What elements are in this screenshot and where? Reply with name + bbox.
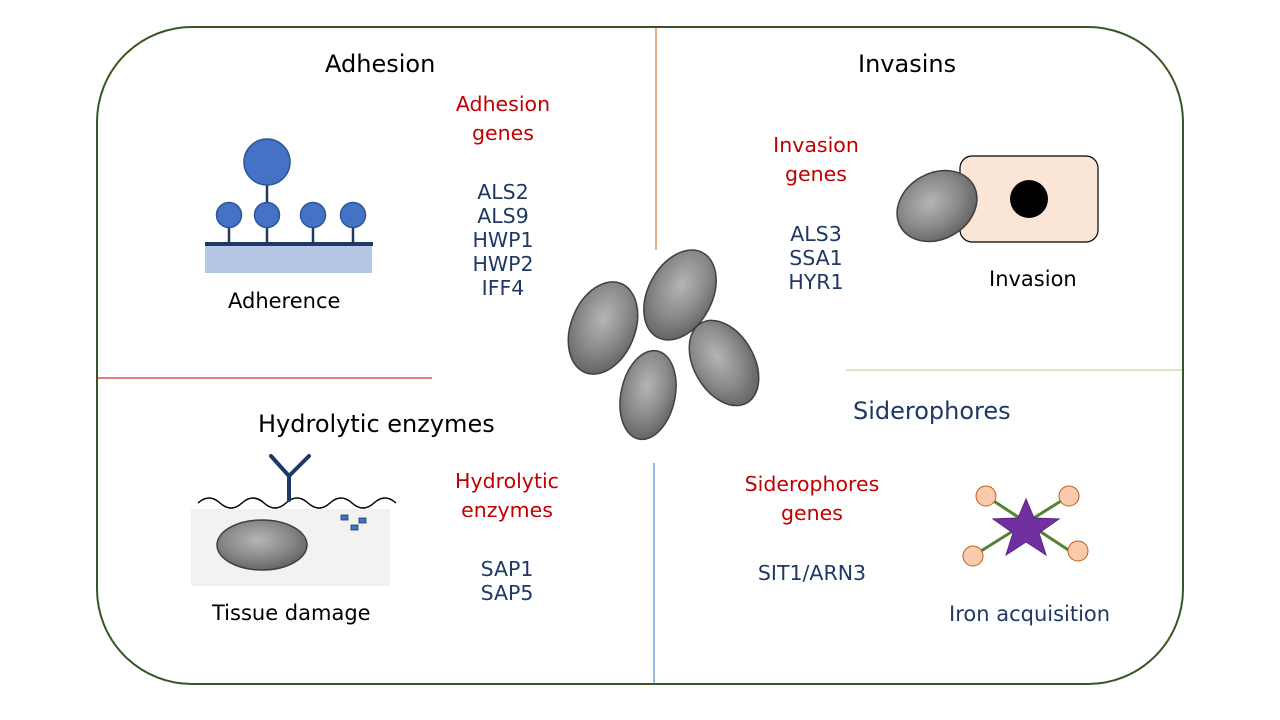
adhesin-large (243, 138, 291, 186)
siderophores-title: Siderophores (853, 397, 1011, 425)
siderophore-ball (1058, 485, 1080, 507)
gene-name: HWP1 (472, 228, 534, 252)
gene-name: SSA1 (789, 246, 843, 270)
yeast-cell (619, 349, 677, 441)
gene-name: ALS2 (477, 180, 529, 204)
invasion-gene-list: ALS3 SSA1 HYR1 (766, 222, 866, 294)
gene-name: ALS9 (477, 204, 529, 228)
iron-acquisition-illustration (962, 485, 1089, 567)
tissue-surface-wave (197, 497, 397, 509)
gene-name: ALS3 (790, 222, 842, 246)
adhesion-title: Adhesion (325, 50, 436, 78)
gene-name: SAP1 (480, 557, 534, 581)
siderophores-gene-list: SIT1/ARN3 (737, 561, 887, 585)
gene-name: SAP5 (480, 581, 534, 605)
iron-acquisition-label: Iron acquisition (949, 602, 1111, 626)
gene-name: HWP2 (472, 252, 534, 276)
adhesin-small (339, 201, 367, 229)
adhesion-gene-list: ALS2 ALS9 HWP1 HWP2 IFF4 (453, 180, 553, 300)
invading-yeast-cell (896, 169, 978, 243)
adhesin-small (253, 201, 281, 229)
gene-name: SIT1/ARN3 (757, 561, 867, 585)
yeast-cells-cluster (567, 249, 760, 441)
yeast-cell (643, 249, 717, 341)
iron-star-icon (991, 497, 1061, 557)
adhesion-gene-heading: Adhesion genes (455, 92, 551, 145)
yeast-cell (567, 281, 639, 375)
invasins-title: Invasins (858, 50, 957, 78)
enzyme-particle (340, 514, 349, 521)
adherence-label: Adherence (228, 289, 341, 313)
yeast-cell (688, 319, 760, 407)
invasion-label: Invasion (989, 267, 1077, 291)
tissue-yeast-cell (216, 519, 308, 571)
substrate-layer (205, 245, 372, 273)
adhesin-small (299, 201, 327, 229)
adhesin-small (215, 201, 243, 229)
hydrolytic-gene-heading: Hydrolytic enzymes (455, 469, 559, 522)
enzyme-particle (358, 517, 367, 524)
antibody-icon (269, 454, 311, 502)
siderophore-ball (962, 545, 984, 567)
gene-name: IFF4 (481, 276, 525, 300)
invasion-illustration (896, 155, 1099, 243)
hydrolytic-title: Hydrolytic enzymes (258, 410, 495, 438)
siderophore-ball (1067, 540, 1089, 562)
host-nucleus (1010, 180, 1048, 218)
enzyme-particle (350, 524, 359, 531)
hydrolytic-gene-list: SAP1 SAP5 (457, 557, 557, 605)
tissue-damage-illustration (191, 454, 397, 586)
tissue-damage-label: Tissue damage (212, 601, 371, 625)
siderophore-ball (975, 485, 997, 507)
adherence-illustration (205, 138, 373, 273)
outer-frame (96, 26, 1184, 685)
invasion-gene-heading: Invasion genes (773, 133, 859, 186)
siderophores-gene-heading: Siderophores genes (744, 472, 880, 525)
gene-name: HYR1 (788, 270, 844, 294)
